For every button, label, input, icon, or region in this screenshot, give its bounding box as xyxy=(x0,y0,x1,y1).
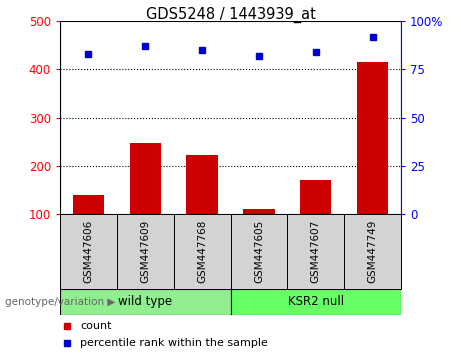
Bar xyxy=(60,214,117,289)
Text: percentile rank within the sample: percentile rank within the sample xyxy=(80,338,268,348)
Bar xyxy=(287,214,344,289)
Text: GSM447609: GSM447609 xyxy=(140,220,150,283)
Text: GDS5248 / 1443939_at: GDS5248 / 1443939_at xyxy=(146,7,315,23)
Text: KSR2 null: KSR2 null xyxy=(288,295,344,308)
Text: genotype/variation ▶: genotype/variation ▶ xyxy=(5,297,115,307)
Bar xyxy=(174,214,230,289)
Bar xyxy=(186,155,218,214)
Text: count: count xyxy=(80,321,112,331)
Bar xyxy=(230,214,287,289)
Bar xyxy=(230,289,401,315)
Bar xyxy=(60,289,230,315)
Bar xyxy=(357,62,388,214)
Bar xyxy=(130,143,161,214)
Text: GSM447605: GSM447605 xyxy=(254,220,264,283)
Text: GSM447768: GSM447768 xyxy=(197,219,207,283)
Text: wild type: wild type xyxy=(118,295,172,308)
Text: GSM447749: GSM447749 xyxy=(367,219,378,283)
Bar xyxy=(300,181,331,214)
Bar xyxy=(117,214,174,289)
Text: GSM447606: GSM447606 xyxy=(83,220,94,283)
Bar xyxy=(344,214,401,289)
Bar xyxy=(73,195,104,214)
Bar xyxy=(243,209,275,214)
Text: GSM447607: GSM447607 xyxy=(311,220,321,283)
